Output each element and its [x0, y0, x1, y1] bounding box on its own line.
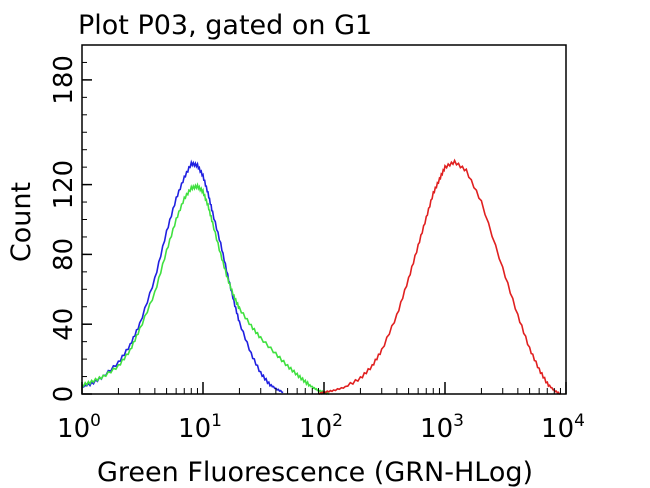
- plot-frame: [81, 44, 567, 395]
- y-tick-label: 80: [49, 238, 79, 271]
- chart-title: Plot P03, gated on G1: [78, 10, 372, 41]
- series-line-1: [81, 159, 284, 394]
- x-tick-label: 104: [541, 411, 585, 444]
- series-line-3: [318, 158, 561, 396]
- y-tick-label: 0: [49, 386, 79, 403]
- x-axis-label: Green Fluorescence (GRN-HLog): [97, 457, 533, 488]
- y-tick-label: 120: [49, 160, 79, 210]
- ticks-layer: 100 101 102 103 104 0 40 80 120 180: [49, 55, 585, 444]
- y-tick-label: 180: [49, 55, 79, 105]
- series-layer: [81, 158, 561, 396]
- x-tick-label: 102: [299, 411, 343, 444]
- y-axis-label: Count: [6, 182, 37, 262]
- y-tick-label: 40: [49, 308, 79, 341]
- x-tick-label: 101: [178, 411, 222, 444]
- x-tick-label: 103: [420, 411, 464, 444]
- series-line-2: [81, 182, 329, 396]
- x-tick-label: 100: [57, 411, 101, 444]
